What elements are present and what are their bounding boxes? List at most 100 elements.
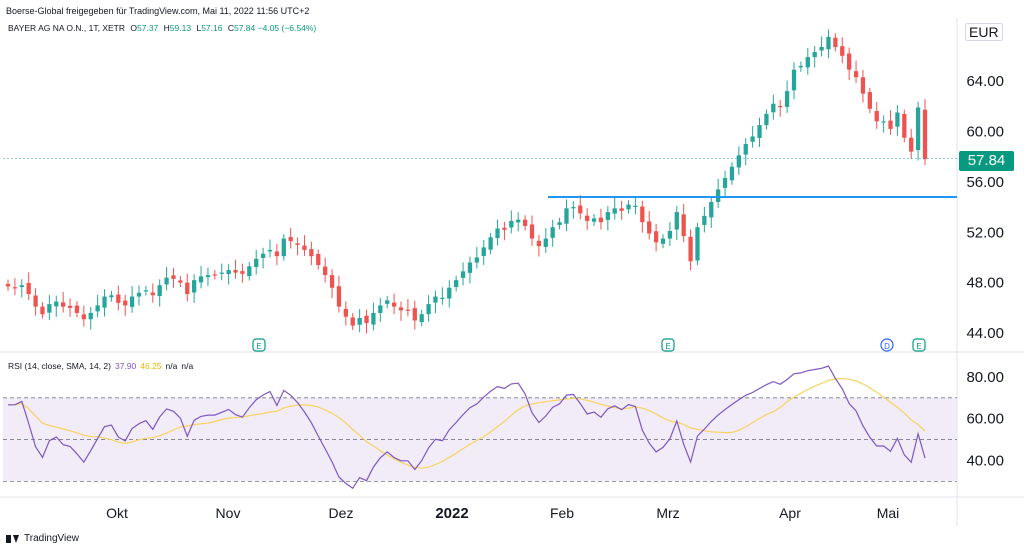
high-label: H [163, 23, 170, 33]
earnings-marker[interactable]: E [252, 338, 266, 352]
candle-body [433, 296, 438, 303]
candle-body [867, 92, 872, 109]
candle-body [205, 275, 211, 278]
candle-body [61, 302, 66, 307]
candle-body [157, 285, 162, 297]
candle-body [812, 52, 817, 58]
candle-body [626, 204, 631, 210]
candle-body [357, 317, 362, 325]
rsi-name[interactable]: RSI (14, close, SMA, 14, 2) [8, 361, 111, 371]
candle-body [536, 240, 542, 247]
candle-body [47, 304, 52, 313]
chart-header: Boerse-Global freigegeben für TradingVie… [6, 6, 310, 16]
time-tick-label: 2022 [435, 505, 468, 522]
candle-body [571, 207, 576, 209]
candle-body [109, 295, 114, 298]
candle-body [660, 238, 666, 244]
low-value: 57.16 [201, 23, 223, 33]
dividend-marker[interactable]: D [880, 338, 894, 352]
candle-body [198, 276, 204, 283]
candle-body [819, 46, 824, 51]
candle-body [19, 285, 24, 287]
candle-body [226, 270, 231, 275]
candle-body [316, 253, 321, 266]
candle-body [709, 202, 714, 218]
candle-body [267, 249, 273, 252]
candle-body [164, 277, 169, 285]
high-value: 59.13 [169, 23, 192, 33]
rsi-legend: RSI (14, close, SMA, 14, 2) 37.90 46.25 n/a… [8, 361, 193, 371]
candle-body [874, 111, 879, 122]
candle-body [529, 224, 535, 239]
earnings-marker[interactable]: E [912, 338, 926, 352]
candle-body [750, 136, 755, 142]
candle-body [247, 266, 252, 277]
candle-body [454, 280, 459, 287]
candle-body [764, 113, 769, 126]
candle-body [895, 112, 900, 127]
candle-body [88, 312, 93, 320]
candle-body [784, 91, 790, 107]
candle-body [853, 71, 859, 78]
price-tick-label: 60.00 [966, 123, 1004, 140]
candle-body [902, 114, 907, 138]
candle-body [640, 206, 645, 223]
candle-body [171, 275, 176, 279]
candle-body [440, 297, 445, 300]
candle-body [385, 300, 390, 304]
time-tick-label: Mai [877, 505, 900, 521]
candle-body [488, 237, 493, 250]
candle-body [495, 228, 500, 239]
candle-body [564, 208, 569, 224]
candle-body [302, 245, 307, 250]
footer: TradingView [6, 533, 79, 544]
rsi-na-1: n/a [165, 361, 178, 371]
candle-body [467, 262, 473, 273]
candle-body [798, 65, 804, 68]
candle-body [909, 137, 914, 152]
candle-body [681, 214, 686, 237]
open-label: O [130, 23, 137, 33]
candle-body [522, 219, 528, 226]
candle-body [481, 247, 486, 256]
candle-body [474, 257, 479, 263]
rsi-value: 37.90 [114, 361, 137, 371]
earnings-marker[interactable]: E [661, 338, 675, 352]
price-tick-label: 44.00 [966, 325, 1004, 342]
time-tick-label: Mrz [656, 505, 679, 521]
candle-body [847, 53, 852, 70]
currency-label[interactable]: EUR [965, 23, 1003, 41]
candle-body [178, 280, 183, 283]
candle-body [509, 220, 514, 228]
candle-body [309, 249, 314, 257]
footer-brand[interactable]: TradingView [24, 533, 80, 544]
rsi-sma-value: 46.25 [140, 361, 162, 371]
candle-body [412, 308, 417, 321]
candle-body [33, 295, 38, 307]
candle-body [143, 290, 149, 292]
candle-body [791, 69, 797, 91]
rsi-tick-label: 80.00 [966, 369, 1004, 386]
candle-body [274, 251, 280, 257]
candle-body [288, 237, 293, 242]
candle-body [585, 215, 590, 221]
candle-body [736, 155, 741, 168]
candle-body [219, 272, 224, 274]
candle-body [757, 125, 762, 138]
tradingview-logo-icon [6, 534, 20, 543]
rsi-na-2: n/a [181, 361, 194, 371]
candle-body [543, 238, 548, 247]
close-value: 57.84 [233, 23, 256, 33]
rsi-sma-line [8, 377, 926, 469]
candle-body [460, 271, 466, 278]
candle-body [95, 305, 100, 312]
candle-body [722, 178, 728, 188]
open-value: 57.37 [137, 23, 159, 33]
candle-body [633, 205, 638, 207]
symbol-name[interactable]: BAYER AG NA O.N., 1T, XETR [8, 23, 125, 33]
candle-body [116, 294, 121, 303]
rsi-line [8, 365, 926, 490]
candle-body [922, 109, 928, 160]
candle-body [336, 286, 342, 307]
